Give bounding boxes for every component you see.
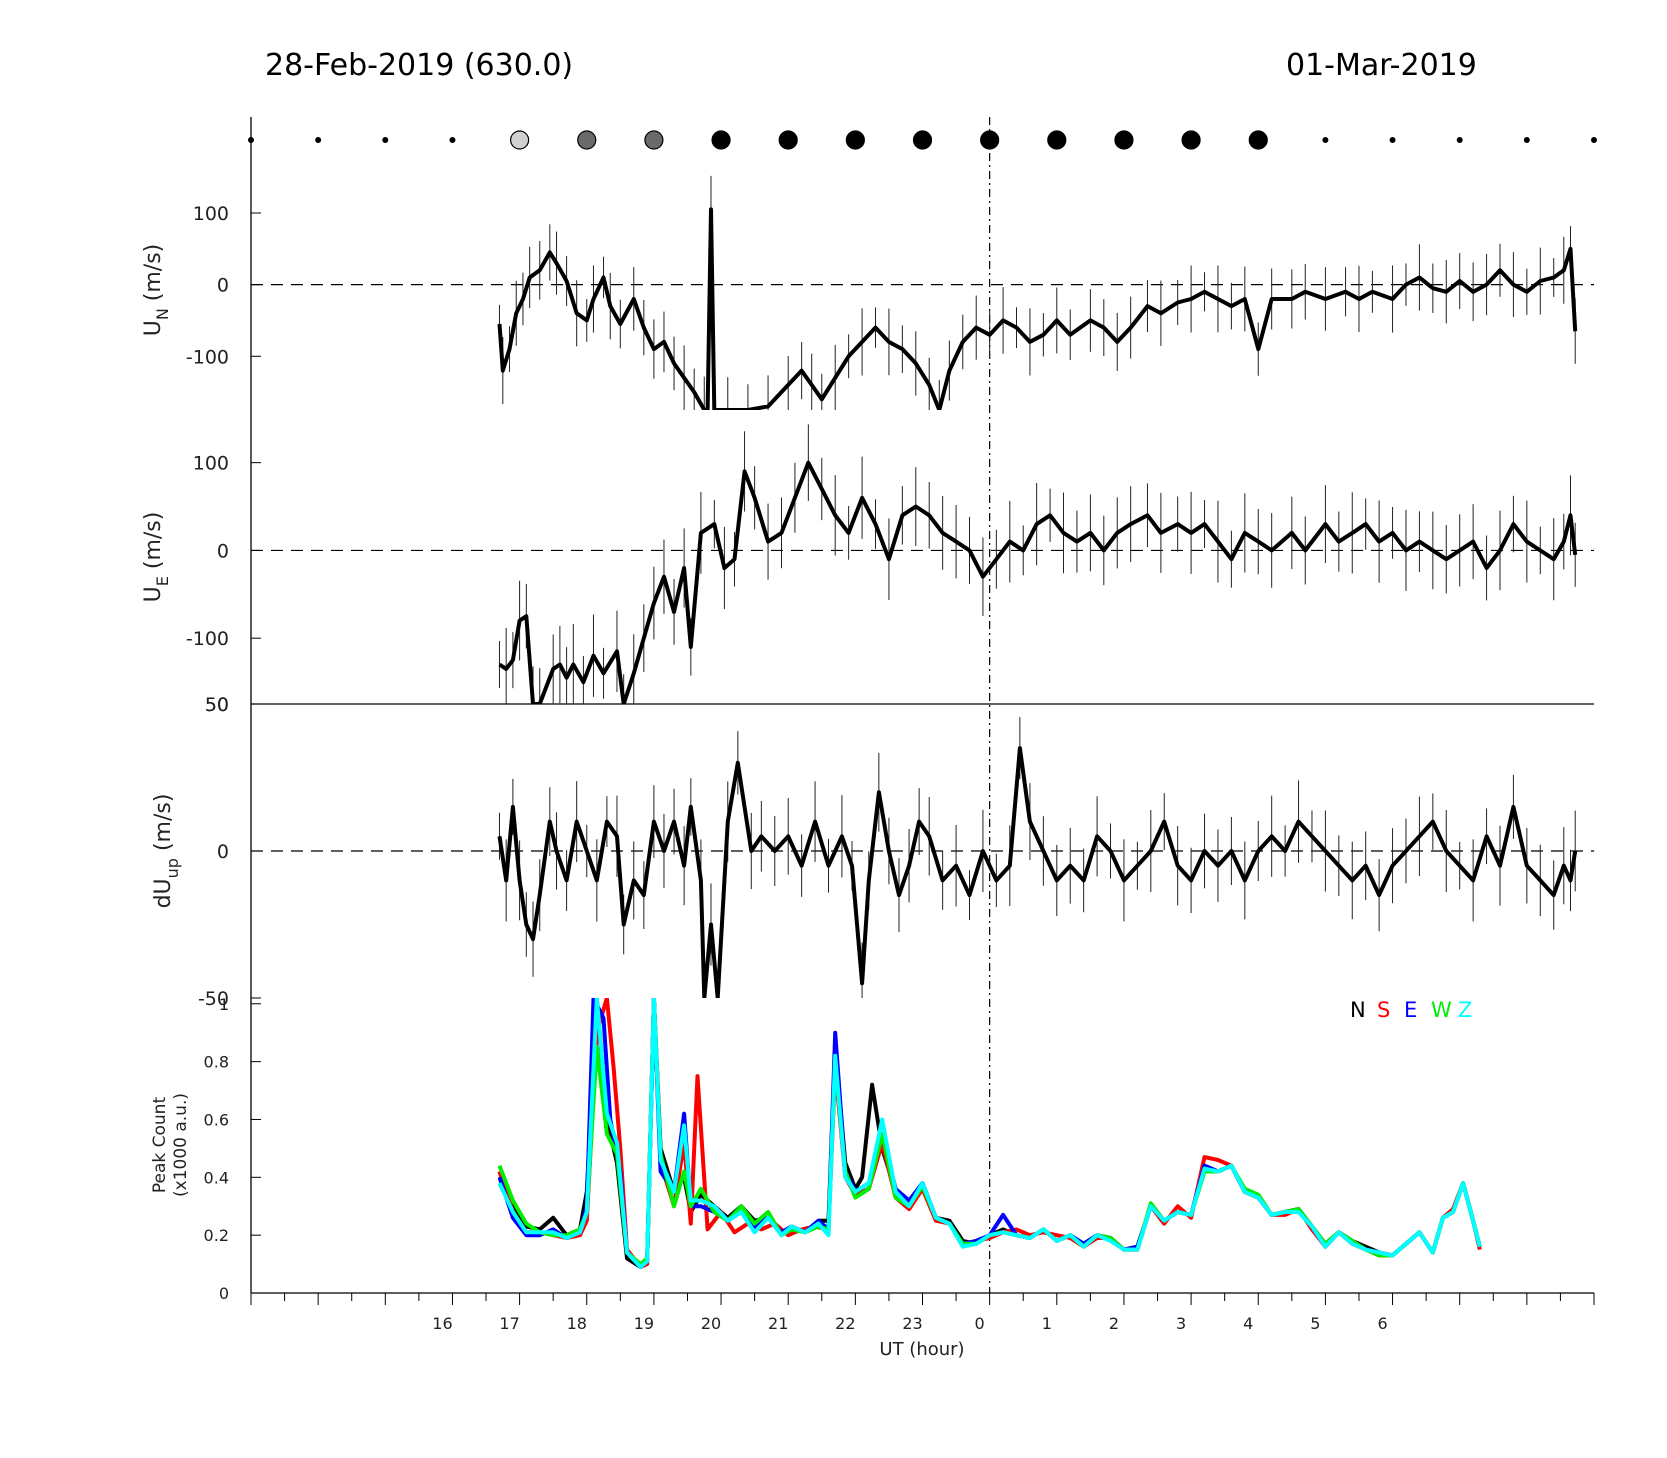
panel-UE: 100 0 -100 50 UE (m/s) (141, 424, 1594, 716)
y-tick-label: 50 (205, 694, 229, 716)
series-line-dUup (497, 746, 1578, 998)
marker-circle (912, 130, 933, 150)
panel-UN: 100 0 -100 UN (m/s) (141, 175, 1594, 410)
marker-circle (1181, 130, 1201, 150)
x-tick-label: 6 (1377, 1314, 1387, 1333)
legend-S: S (1377, 998, 1390, 1022)
y-tick-label: 0 (219, 1284, 229, 1303)
y-axis-label: UN (m/s) (141, 244, 172, 337)
y-axis-label: dUup (m/s) (151, 794, 182, 909)
legend-Z: Z (1458, 998, 1472, 1022)
x-tick-label: 23 (902, 1314, 922, 1333)
y-tick-label: 0 (217, 275, 229, 297)
y-axis-label: UE (m/s) (141, 512, 172, 603)
y-tick-label: -100 (186, 628, 229, 650)
x-axis-label: UT (hour) (879, 1339, 964, 1360)
y-tick-label: -50 (198, 988, 229, 1010)
y-tick-label: 0 (217, 540, 229, 562)
x-tick-label: 16 (432, 1314, 452, 1333)
x-tick-label: 0 (975, 1314, 985, 1333)
right-title: 01-Mar-2019 (1286, 48, 1477, 83)
series-line-UN (497, 207, 1578, 410)
left-title: 28-Feb-2019 (630.0) (265, 48, 573, 83)
x-tick-label: 21 (768, 1314, 788, 1333)
y-tick-label: 100 (193, 453, 229, 475)
marker-circle (1248, 130, 1268, 150)
x-tick-label: 2 (1109, 1314, 1119, 1333)
x-tick-label: 3 (1176, 1314, 1186, 1333)
x-tick-label: 18 (567, 1314, 587, 1333)
y-tick-label: 0.2 (204, 1226, 229, 1245)
marker-circle (778, 130, 798, 150)
marker-dot (1389, 137, 1396, 143)
x-tick-label: 17 (499, 1314, 519, 1333)
x-tick-label: 5 (1310, 1314, 1320, 1333)
y-tick-label: 50 (205, 694, 229, 716)
series-line-Z (497, 998, 1482, 1269)
legend-E: E (1404, 998, 1417, 1022)
y-tick-label: 0.6 (204, 1110, 229, 1129)
x-tick-label: 20 (701, 1314, 721, 1333)
x-tick-label: 1 (1042, 1314, 1052, 1333)
marker-dot (1523, 137, 1530, 143)
y-axis-label: Peak Count (150, 1097, 170, 1194)
y-tick-label: 0.8 (204, 1053, 229, 1072)
marker-dot (449, 137, 456, 143)
marker-dot (1591, 137, 1597, 143)
x-tick-label: 4 (1243, 1314, 1253, 1333)
y-tick-label: -100 (186, 346, 229, 368)
panel-dUup: 50 0 -50 dUup (m/s) (151, 694, 1594, 1010)
marker-circle (1047, 130, 1067, 150)
y-tick-label: 0.4 (204, 1168, 229, 1187)
y-tick-label: 0 (217, 841, 229, 863)
moon-phase-markers (248, 130, 1597, 150)
y-tick-label: 1 (219, 995, 229, 1014)
marker-circle (577, 130, 597, 150)
marker-dot (382, 137, 389, 143)
marker-dot (1322, 137, 1329, 143)
marker-circle (509, 130, 530, 150)
marker-dot (1456, 137, 1463, 143)
marker-circle (644, 130, 664, 150)
legend-W: W (1431, 998, 1452, 1022)
legend-N: N (1350, 998, 1366, 1022)
marker-circle (845, 130, 865, 150)
marker-circle (1114, 130, 1134, 150)
x-tick-label: 22 (835, 1314, 855, 1333)
x-tick-label: 19 (634, 1314, 654, 1333)
marker-dot (315, 137, 322, 143)
y-tick-label: 100 (193, 203, 229, 225)
error-bars (498, 717, 1576, 998)
y-axis-label-units: (x1000 a.u.) (171, 1093, 191, 1197)
series-line-UE (498, 460, 1578, 704)
error-bars (498, 175, 1576, 410)
marker-circle (711, 130, 731, 150)
